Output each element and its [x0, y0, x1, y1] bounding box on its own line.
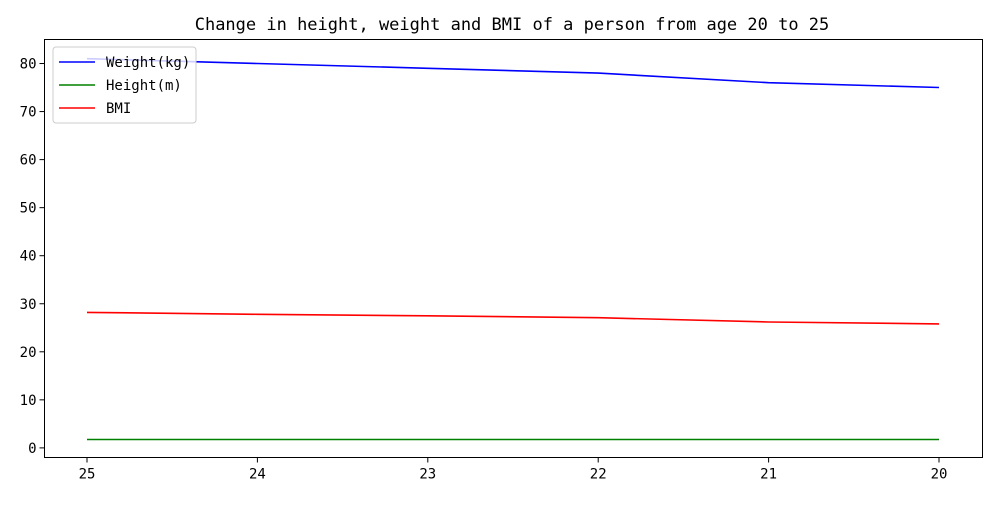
x-tick-label: 22	[590, 467, 607, 483]
y-axis: 0 10 20 30 40 50 60 70 80	[20, 57, 45, 457]
legend-label-height-m: Height(m)	[106, 78, 182, 94]
y-tick-label: 10	[20, 393, 37, 409]
x-axis: 25 24 23 22 21 20	[79, 457, 948, 483]
legend: Weight(kg) Height(m) BMI	[52, 46, 197, 124]
legend-label-bmi: BMI	[106, 101, 131, 117]
y-tick-label: 60	[20, 153, 37, 169]
y-tick-label: 70	[20, 105, 37, 121]
series-layer	[86, 57, 940, 441]
chart-title: Change in height, weight and BMI of a pe…	[195, 15, 830, 35]
x-tick-label: 23	[419, 467, 436, 483]
plot-area	[44, 39, 983, 458]
legend-box	[52, 46, 197, 124]
x-tick-label: 20	[931, 467, 948, 483]
y-tick-label: 20	[20, 345, 37, 361]
x-tick-label: 25	[79, 467, 96, 483]
y-tick-label: 40	[20, 249, 37, 265]
y-tick-label: 30	[20, 297, 37, 313]
y-tick-label: 0	[28, 441, 36, 457]
y-tick-label: 80	[20, 57, 37, 73]
x-tick-label: 21	[760, 467, 777, 483]
series-line-bmi	[86, 311, 940, 325]
series-line-weight-kg	[86, 57, 940, 89]
legend-label-weight-kg: Weight(kg)	[106, 55, 190, 71]
y-tick-label: 50	[20, 201, 37, 217]
x-tick-label: 24	[249, 467, 266, 483]
